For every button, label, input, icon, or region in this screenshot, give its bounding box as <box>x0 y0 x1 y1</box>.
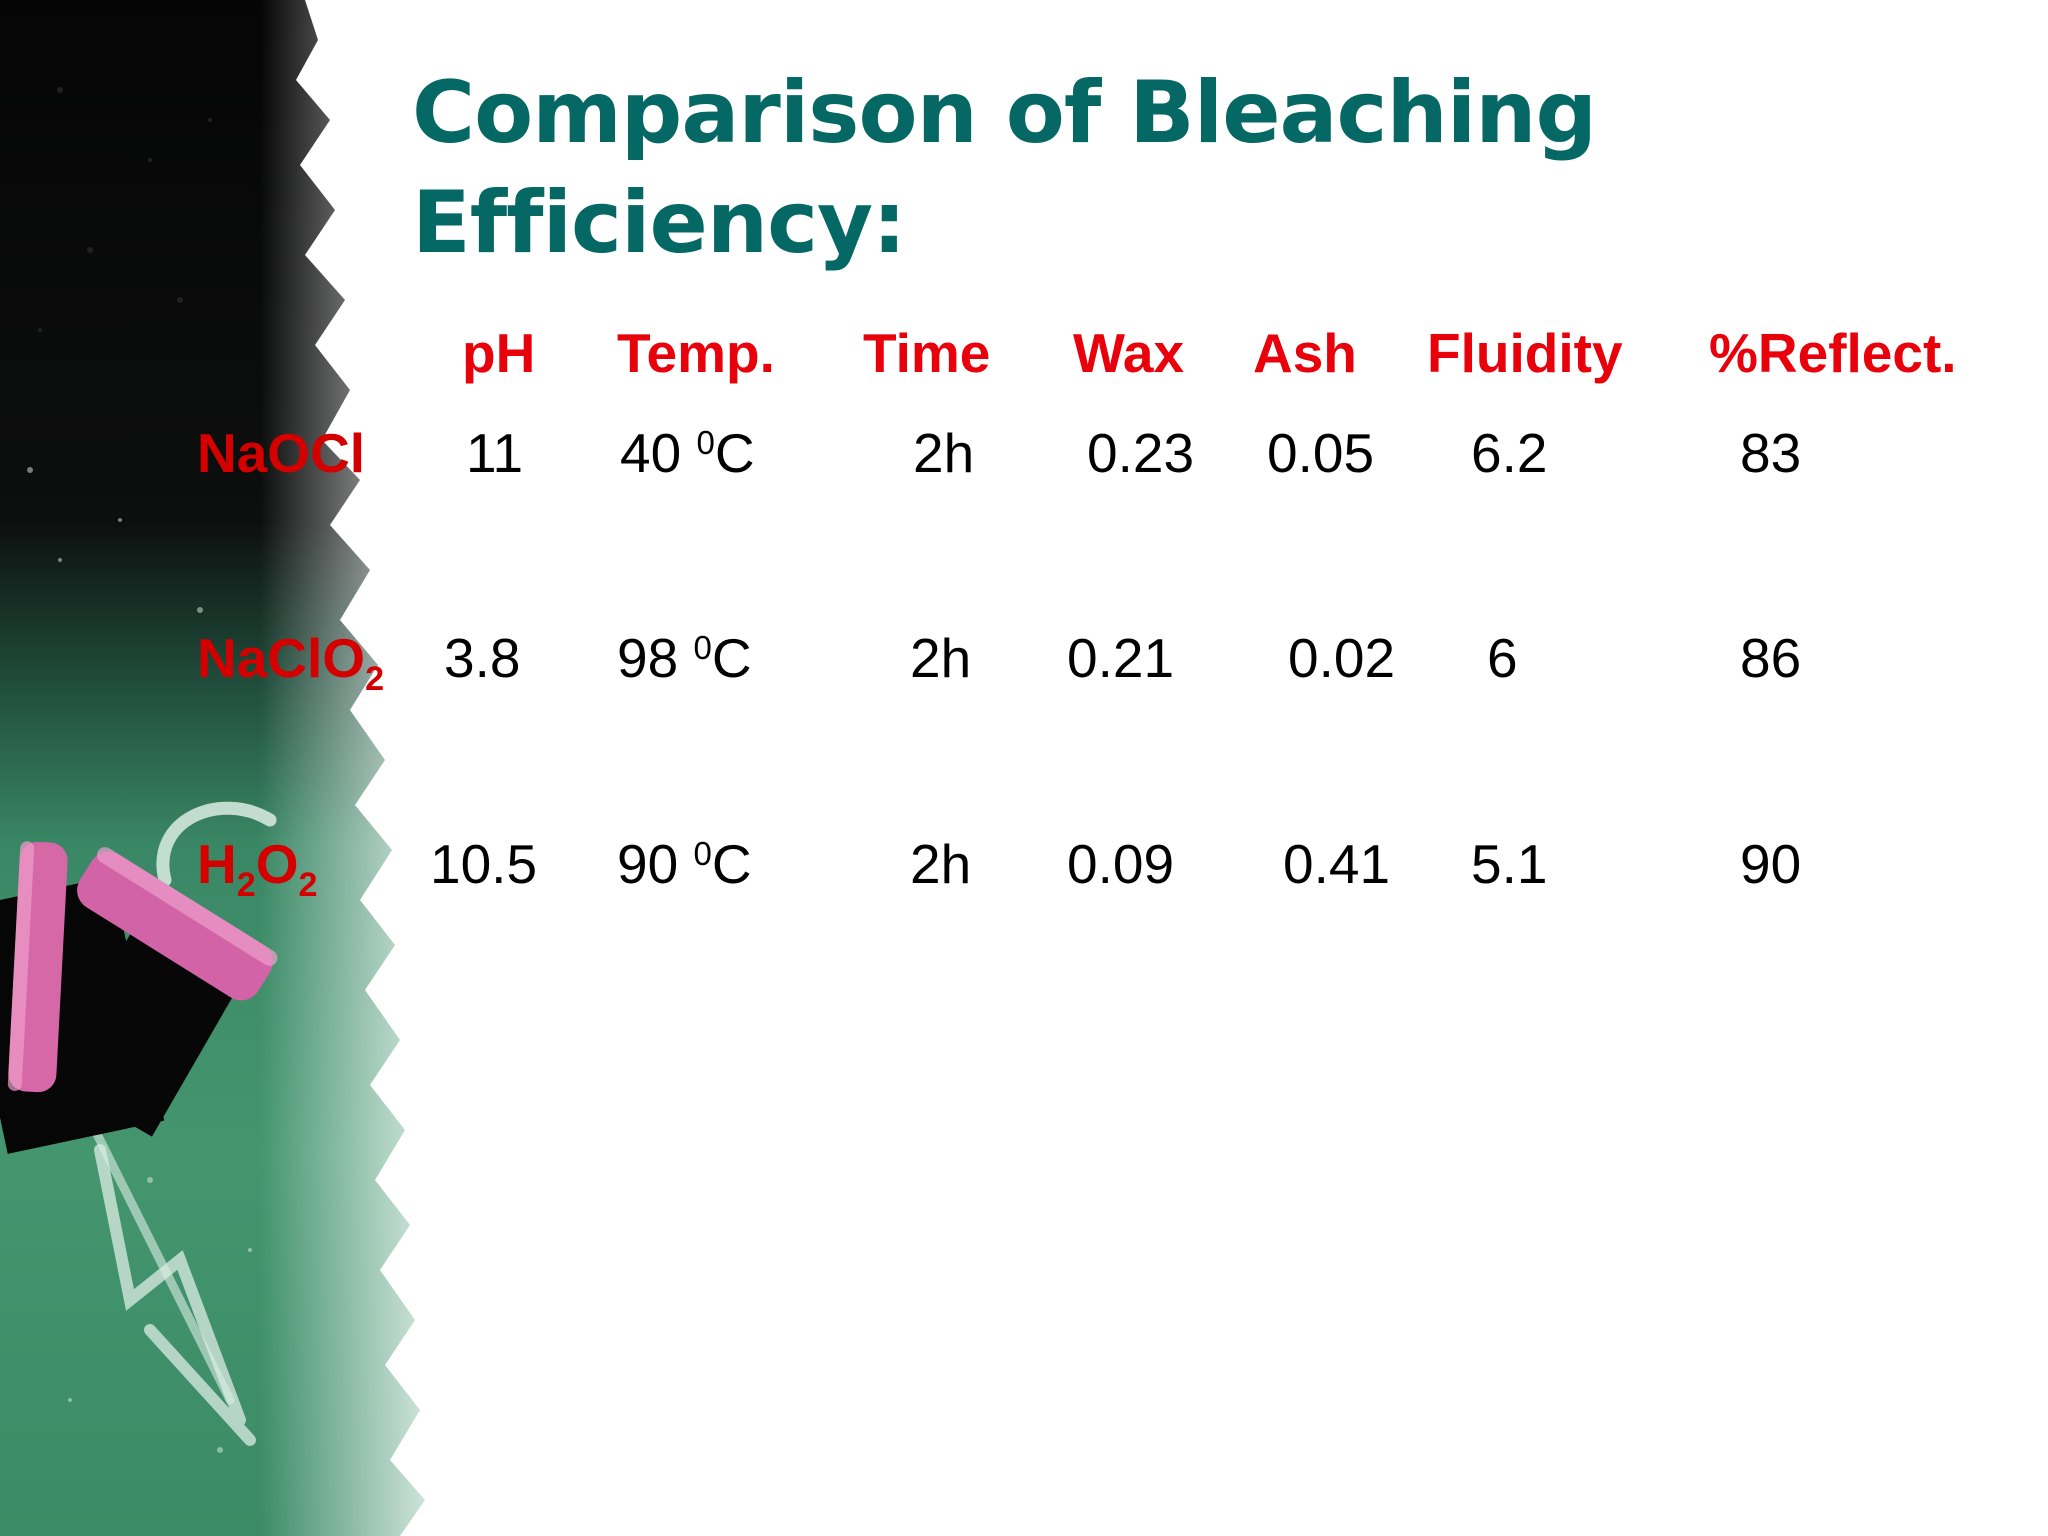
title-line-2: Efficiency: <box>412 173 907 273</box>
table-cell-ash: 0.05 <box>1267 422 1375 484</box>
row-label-h2o2: H2O2 <box>197 833 318 904</box>
row-label-naclo2: NaClO2 <box>197 627 385 698</box>
row-label-naocl: NaOCl <box>197 422 366 484</box>
table-cell-wax: 0.23 <box>1087 422 1195 484</box>
chalkboard-decoration <box>0 0 480 1536</box>
table-cell-time: 2h <box>910 627 972 689</box>
header-fluidity: Fluidity <box>1427 322 1623 384</box>
table-cell-ph: 10.5 <box>430 833 538 895</box>
table-cell-reflect: 86 <box>1740 627 1802 689</box>
table-cell-ash: 0.41 <box>1283 833 1391 895</box>
slide-title: Comparison of Bleaching Efficiency: <box>412 58 1597 278</box>
table-cell-reflect: 90 <box>1740 833 1802 895</box>
header-reflect: %Reflect. <box>1709 322 1957 384</box>
table-cell-fluidity: 6 <box>1487 627 1518 689</box>
table-cell-ash: 0.02 <box>1288 627 1396 689</box>
header-temp: Temp. <box>617 322 775 384</box>
table-cell-time: 2h <box>910 833 972 895</box>
table-cell-temp: 98 0C <box>617 627 752 689</box>
header-ph: pH <box>462 322 536 384</box>
header-time: Time <box>863 322 991 384</box>
table-cell-ph: 3.8 <box>444 627 521 689</box>
table-cell-wax: 0.09 <box>1067 833 1175 895</box>
header-wax: Wax <box>1073 322 1185 384</box>
title-line-1: Comparison of Bleaching <box>412 63 1597 163</box>
table-cell-temp: 40 0C <box>620 422 755 484</box>
table-cell-temp: 90 0C <box>617 833 752 895</box>
header-ash: Ash <box>1253 322 1357 384</box>
table-cell-fluidity: 5.1 <box>1471 833 1548 895</box>
table-cell-time: 2h <box>913 422 975 484</box>
table-cell-wax: 0.21 <box>1067 627 1175 689</box>
table-cell-reflect: 83 <box>1740 422 1802 484</box>
table-cell-fluidity: 6.2 <box>1471 422 1548 484</box>
table-cell-ph: 11 <box>466 422 524 484</box>
